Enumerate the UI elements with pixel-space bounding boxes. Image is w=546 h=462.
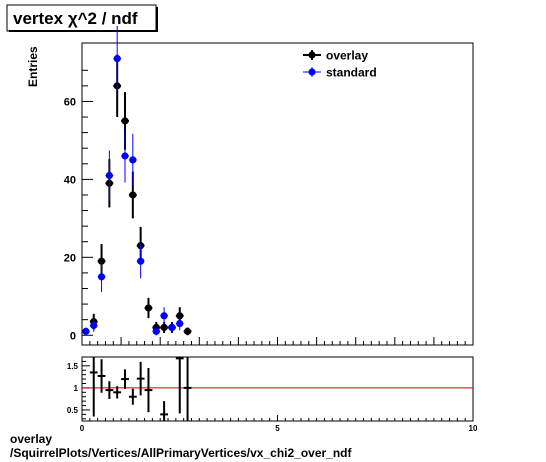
ratio-y-tick-label: 1.5: [67, 362, 79, 371]
overlay-point: [121, 117, 129, 125]
standard-point: [168, 323, 176, 332]
y-tick-label: 20: [64, 252, 76, 264]
ratio-x-tick-label: 0: [80, 424, 85, 433]
standard-point: [137, 257, 145, 265]
standard-point: [176, 319, 184, 328]
standard-point: [121, 152, 129, 160]
main-data-marks: [82, 25, 192, 336]
overlay-point: [176, 312, 184, 320]
overlay-point: [144, 304, 153, 312]
standard-point: [97, 273, 106, 281]
ratio-x-tick-label: 10: [469, 424, 478, 433]
main-plot-frame: [81, 42, 474, 346]
standard-point: [129, 156, 137, 164]
standard-point: [105, 171, 113, 180]
overlay-point: [97, 257, 106, 265]
standard-point: [160, 312, 168, 320]
footer-label: overlay: [10, 432, 53, 446]
standard-point: [90, 321, 98, 330]
y-tick-label: 40: [64, 174, 76, 186]
ratio-y-tick-label: 0.5: [67, 406, 79, 415]
overlay-legend-marker: [308, 51, 316, 59]
standard-point: [152, 327, 160, 335]
standard-point: [82, 327, 90, 335]
title-box: vertex χ^2 / ndf: [6, 4, 158, 32]
standard-legend-marker: [308, 68, 316, 76]
ratio-x-tick-label: 5: [275, 424, 280, 433]
legend-label: overlay: [326, 49, 368, 63]
y-tick-label: 0: [70, 330, 76, 342]
ratio-axes: 0.5 1 1.5 0 5 10: [67, 360, 478, 433]
ratio-data-marks: [82, 357, 473, 421]
ratio-y-tick-label: 1: [74, 384, 79, 393]
main-frame-rect: [81, 42, 474, 346]
overlay-point: [129, 191, 137, 199]
overlay-point: [160, 323, 168, 332]
standard-point: [113, 54, 121, 63]
footer-path: /SquirrelPlots/Vertices/AllPrimaryVertic…: [10, 446, 352, 460]
legend-label: standard: [326, 66, 377, 80]
y-tick-label: 60: [64, 96, 76, 108]
y-axis-label: Entries: [26, 46, 40, 87]
main-axes: 0 20 40 60: [64, 69, 474, 345]
overlay-point: [183, 327, 192, 335]
legend: overlay standard: [303, 49, 377, 80]
chart-title: vertex χ^2 / ndf: [13, 9, 138, 28]
